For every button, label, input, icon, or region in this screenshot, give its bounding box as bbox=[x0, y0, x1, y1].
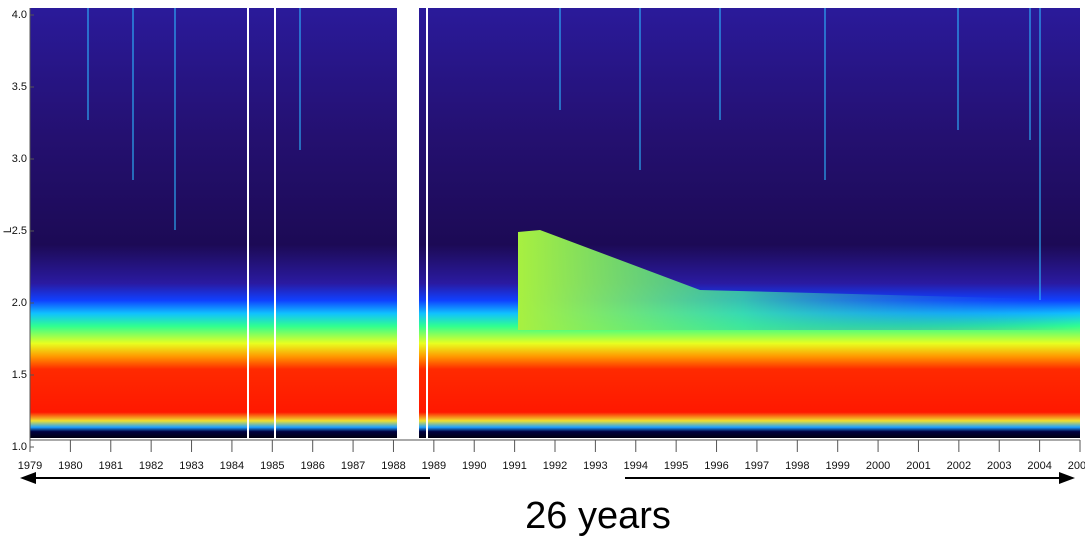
x-tick-label: 1982 bbox=[139, 460, 163, 472]
annotation: 26 years bbox=[525, 495, 671, 537]
heatmap-image bbox=[30, 8, 1080, 440]
y-tick-label: 4.0 bbox=[12, 9, 27, 21]
x-tick-label: 1990 bbox=[462, 460, 486, 472]
x-tick-label: 1991 bbox=[502, 460, 526, 472]
x-tick-label: 1996 bbox=[704, 460, 728, 472]
y-tick-label: 3.0 bbox=[12, 153, 27, 165]
x-tick-label: 2005 bbox=[1068, 460, 1085, 472]
x-tick-label: 1985 bbox=[260, 460, 284, 472]
y-tick-label: 1.0 bbox=[12, 441, 27, 453]
span-arrows bbox=[20, 472, 1075, 484]
x-tick-label: 1998 bbox=[785, 460, 809, 472]
x-tick-label: 2000 bbox=[866, 460, 890, 472]
x-tick-label: 1986 bbox=[300, 460, 324, 472]
x-tick-label: 1992 bbox=[543, 460, 567, 472]
x-tick-label: 1989 bbox=[422, 460, 446, 472]
x-tick-label: 1984 bbox=[220, 460, 244, 472]
y-tick-label: 2.5 bbox=[12, 225, 27, 237]
x-tick-label: 1999 bbox=[825, 460, 849, 472]
x-tick-label: 1979 bbox=[18, 460, 42, 472]
x-tick-label: 2003 bbox=[987, 460, 1011, 472]
x-tick-label: 2004 bbox=[1027, 460, 1051, 472]
x-tick-label: 1993 bbox=[583, 460, 607, 472]
y-tick-label: 2.0 bbox=[12, 297, 27, 309]
x-tick-label: 1997 bbox=[745, 460, 769, 472]
x-tick-label: 1988 bbox=[381, 460, 405, 472]
y-axis-label: L bbox=[2, 227, 14, 233]
x-tick-label: 1980 bbox=[58, 460, 82, 472]
x-tick-label: 2002 bbox=[947, 460, 971, 472]
x-tick-label: 1987 bbox=[341, 460, 365, 472]
y-tick-label: 1.5 bbox=[12, 369, 27, 381]
x-tick-label: 1995 bbox=[664, 460, 688, 472]
x-tick-label: 1981 bbox=[99, 460, 123, 472]
x-tick-label: 1983 bbox=[179, 460, 203, 472]
x-tick-label: 1994 bbox=[624, 460, 648, 472]
y-tick-label: 3.5 bbox=[12, 81, 27, 93]
x-tick-label: 2001 bbox=[906, 460, 930, 472]
